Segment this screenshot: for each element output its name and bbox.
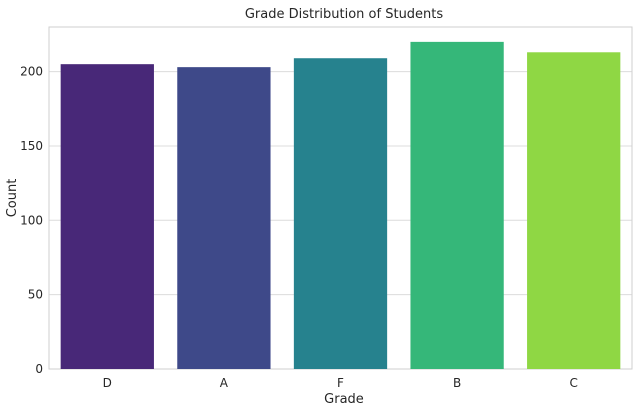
bar-c: [527, 52, 621, 369]
x-tick-label: C: [570, 376, 578, 390]
y-tick-labels: 0 50 100 150 200: [20, 65, 43, 376]
bar-b: [410, 41, 504, 369]
x-tick-label: B: [453, 376, 461, 390]
bar-a: [177, 67, 271, 369]
bar-d: [60, 64, 154, 369]
y-tick-label: 100: [20, 213, 43, 227]
x-tick-label: A: [220, 376, 229, 390]
chart-title: Grade Distribution of Students: [245, 7, 444, 22]
x-tick-label: F: [337, 376, 344, 390]
bars: [60, 41, 621, 370]
y-tick-label: 50: [28, 288, 43, 302]
y-axis-label: Count: [5, 179, 20, 218]
y-tick-label: 150: [20, 139, 43, 153]
bar-f: [293, 58, 388, 370]
y-tick-label: 0: [35, 362, 43, 376]
y-tick-label: 200: [20, 65, 43, 79]
x-axis-label: Grade: [324, 392, 364, 407]
x-tick-label: D: [103, 376, 112, 390]
